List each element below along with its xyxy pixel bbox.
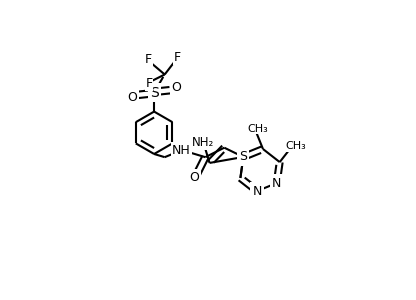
Text: O: O: [190, 171, 199, 184]
Text: NH: NH: [172, 144, 191, 157]
Text: F: F: [146, 77, 153, 90]
Text: S: S: [150, 85, 158, 100]
Text: F: F: [145, 53, 152, 66]
Text: CH₃: CH₃: [248, 124, 268, 134]
Text: CH₃: CH₃: [286, 141, 307, 152]
Text: F: F: [174, 51, 181, 64]
Text: N: N: [272, 177, 282, 190]
Text: N: N: [253, 184, 262, 197]
Text: O: O: [171, 81, 181, 94]
Text: S: S: [239, 151, 248, 164]
Text: O: O: [127, 91, 137, 104]
Text: NH₂: NH₂: [192, 136, 214, 148]
